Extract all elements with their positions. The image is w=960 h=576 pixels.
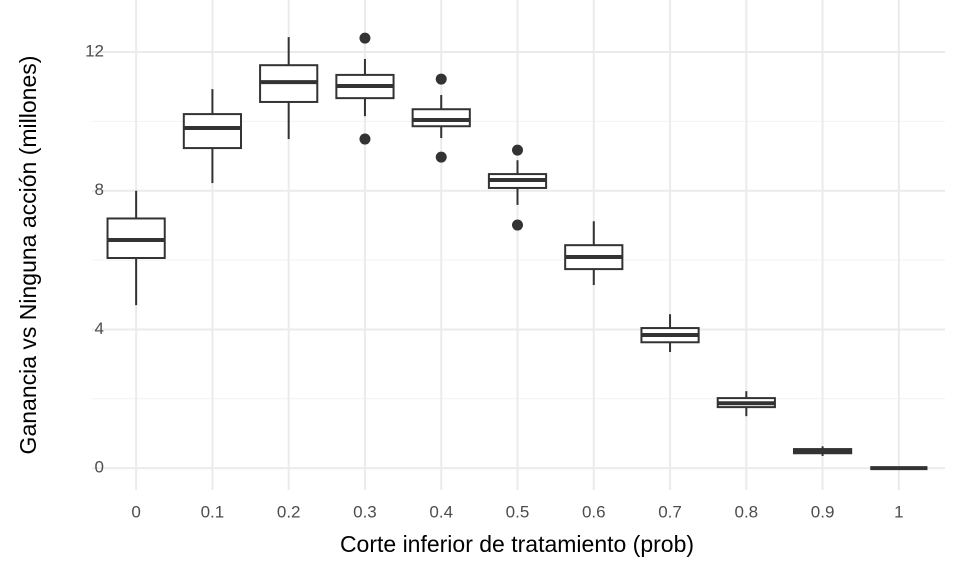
x-tick-label: 0.6: [582, 502, 606, 521]
x-tick-label: 0.1: [201, 502, 225, 521]
x-tick-label: 0.9: [811, 502, 835, 521]
y-tick-label: 8: [95, 180, 104, 199]
y-tick-label: 4: [95, 319, 104, 338]
box: [411, 108, 471, 128]
outlier: [359, 32, 371, 44]
x-tick-label: 0.4: [429, 502, 453, 521]
x-axis-title: Corte inferior de tratamiento (prob): [340, 531, 694, 557]
x-tick-label: 0.5: [506, 502, 530, 521]
y-axis-title: Ganancia vs Ninguna acción (millones): [15, 56, 41, 455]
outlier: [512, 144, 523, 156]
outlier: [512, 219, 523, 231]
outlier: [435, 151, 447, 163]
outlier: [435, 73, 447, 85]
outlier: [359, 133, 371, 145]
box: [182, 113, 243, 150]
x-tick-label: 0.2: [277, 502, 301, 521]
x-tick-label: 0.8: [734, 502, 758, 521]
y-tick-label: 0: [95, 458, 104, 477]
x-tick-label: 0.3: [353, 502, 377, 521]
x-tick-label: 0: [131, 502, 140, 521]
x-tick-label: 0.7: [658, 502, 682, 521]
y-tick-label: 12: [85, 42, 104, 61]
x-tick-label: 1: [894, 502, 903, 521]
